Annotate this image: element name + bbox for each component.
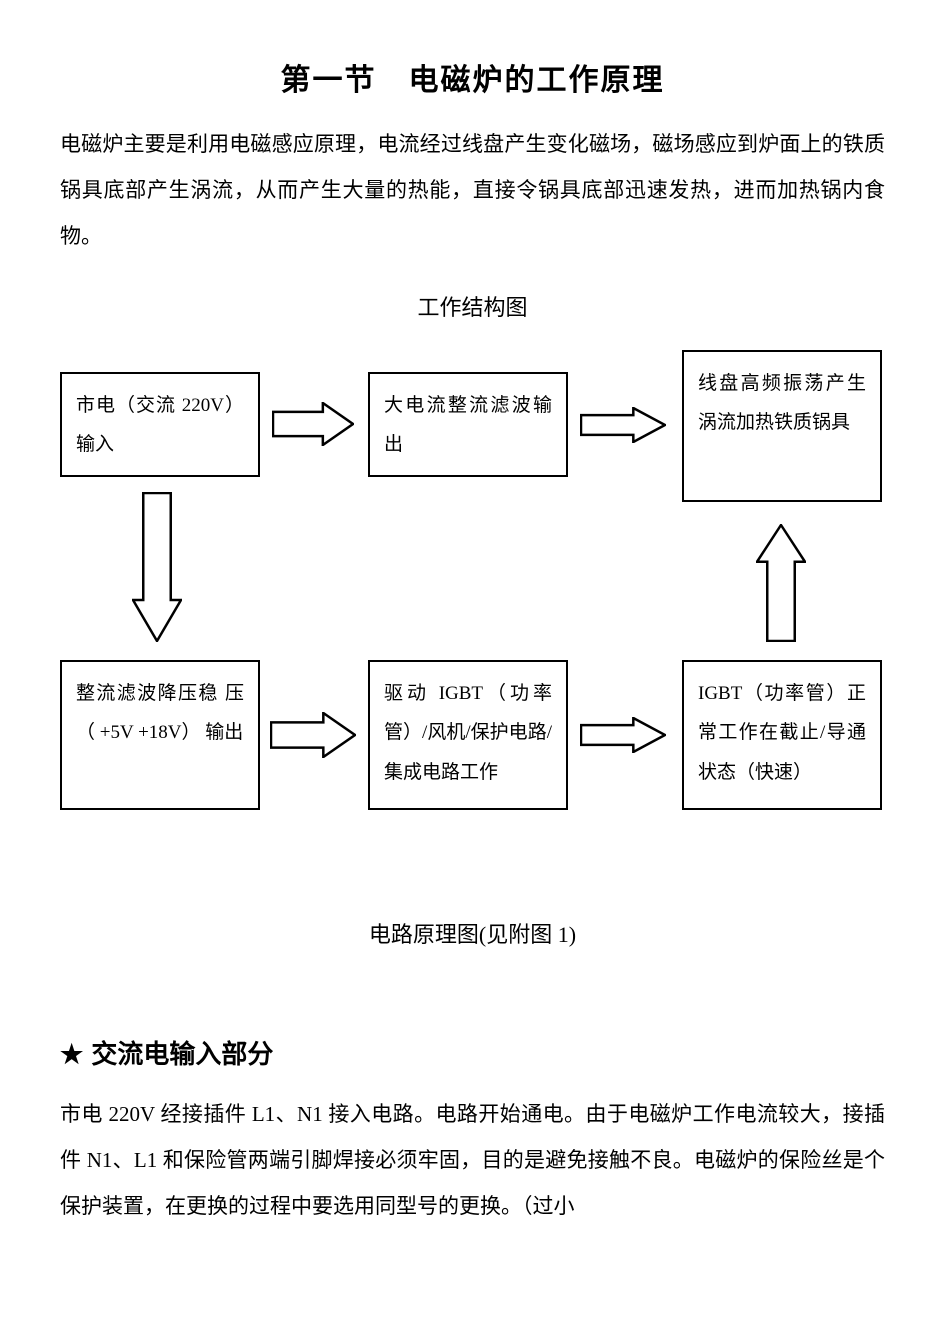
page-title: 第一节 电磁炉的工作原理	[60, 55, 885, 99]
arrow-icon	[580, 407, 666, 443]
section-heading-text: 交流电输入部分	[91, 1040, 273, 1069]
flowchart-node: 市电（交流 220V）输入	[60, 372, 260, 477]
arrow-icon	[756, 524, 806, 642]
diagram-title: 工作结构图	[60, 290, 885, 322]
arrow-icon	[270, 712, 356, 758]
flowchart-node: 大电流整流滤波输出	[368, 372, 568, 477]
intro-paragraph: 电磁炉主要是利用电磁感应原理，电流经过线盘产生变化磁场，磁场感应到炉面上的铁质锅…	[60, 121, 885, 260]
flowchart-node: 整流滤波降压稳 压 （ +5V +18V） 输出	[60, 660, 260, 810]
arrow-icon	[272, 402, 354, 446]
star-icon: ★	[60, 1040, 83, 1069]
flowchart-node: 线盘高频振荡产生涡流加热铁质锅具	[682, 350, 882, 502]
section-heading: ★ 交流电输入部分	[60, 1034, 885, 1071]
flowchart-node: 驱动 IGBT（功率管）/风机/保护电路/集成电路工作	[368, 660, 568, 810]
flowchart-container: 市电（交流 220V）输入大电流整流滤波输出线盘高频振荡产生涡流加热铁质锅具整流…	[60, 372, 885, 862]
section-body: 市电 220V 经接插件 L1、N1 接入电路。电路开始通电。由于电磁炉工作电流…	[60, 1091, 885, 1230]
circuit-note: 电路原理图(见附图 1)	[60, 917, 885, 949]
arrow-icon	[132, 492, 182, 642]
flowchart-node: IGBT（功率管）正常工作在截止/导通状态（快速）	[682, 660, 882, 810]
arrow-icon	[580, 717, 666, 753]
